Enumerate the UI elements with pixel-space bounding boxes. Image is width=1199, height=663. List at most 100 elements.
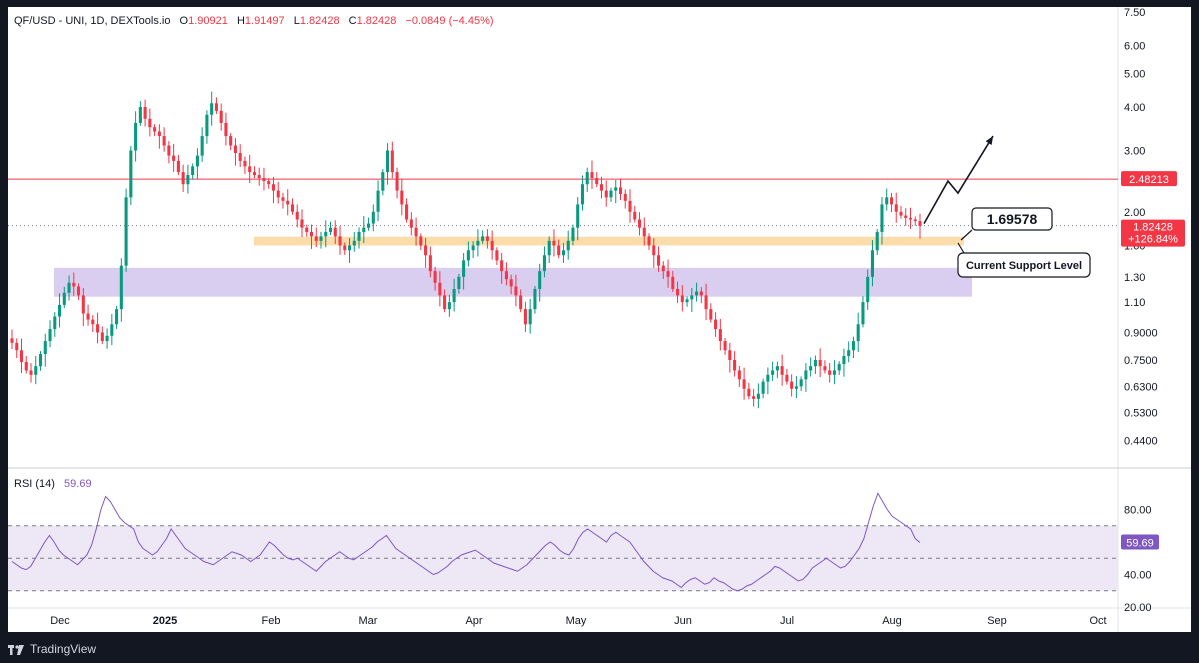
candle-body (528, 309, 532, 325)
candle-body (153, 127, 157, 132)
tradingview-footer[interactable]: TradingView (8, 639, 96, 659)
candle-body (338, 236, 342, 246)
candle-body (761, 381, 765, 394)
rsi-tick-label: 20.00 (1124, 602, 1152, 614)
candle-body (495, 250, 499, 261)
candle-body (157, 131, 161, 137)
time-tick-label: Aug (882, 615, 902, 627)
candle-body (766, 374, 770, 382)
candle-body (837, 364, 841, 371)
candle-body (637, 219, 642, 228)
candle-body (466, 250, 470, 261)
candle-body (300, 219, 304, 228)
candle-body (685, 299, 689, 303)
candle-body (386, 150, 390, 173)
price-tick-label: 0.6300 (1124, 381, 1158, 393)
candle-body (48, 329, 52, 342)
chart-panel: 1.69578 Current Support Level 7.50 6.00 5.… (8, 7, 1191, 632)
candle-body (704, 295, 708, 310)
candle-body (913, 219, 917, 222)
time-axis[interactable]: Dec 2025 Feb Mar Apr May Jun Jul Aug Sep Oct (50, 615, 1106, 627)
candle-body (680, 295, 684, 303)
time-tick-label: Sep (987, 615, 1007, 627)
candle-body (618, 187, 623, 194)
price-axis[interactable]: 7.506.005.004.003.002.001.601.301.100.90… (1124, 7, 1158, 448)
support-value-callout[interactable]: 1.69578 (960, 207, 1053, 241)
candle-body (509, 279, 513, 287)
candle-body (143, 107, 147, 119)
candle-body (552, 240, 556, 246)
candle-body (129, 150, 133, 198)
candle-body (43, 341, 47, 355)
candle-body (733, 359, 737, 371)
candle-body (542, 255, 546, 272)
candle-body (547, 240, 551, 256)
change-value: −0.0849 (−4.45%) (405, 15, 493, 27)
candle-body (309, 231, 314, 237)
time-tick-label: Feb (262, 615, 281, 627)
candle-body (656, 255, 661, 266)
candle-body (172, 155, 176, 161)
candle-body (709, 309, 713, 320)
candle-body (538, 271, 542, 289)
candle-body (276, 190, 280, 198)
candle-body (666, 271, 670, 277)
resistance-badge-label: 2.48213 (1129, 174, 1169, 186)
candle-body (167, 145, 171, 156)
candle-body (457, 276, 461, 289)
candle-body (219, 110, 223, 123)
candle-body (780, 366, 784, 375)
candle-body (24, 362, 28, 371)
rsi-axis[interactable]: 80.00 40.00 20.00 (1124, 505, 1152, 615)
candle-body (115, 309, 119, 325)
candle-body (633, 211, 637, 220)
candle-body (842, 356, 846, 365)
chart-svg[interactable]: 1.69578 Current Support Level 7.50 6.00 5.… (8, 7, 1191, 632)
last-price-label: 1.82428 (1133, 222, 1173, 234)
rsi-value-label: 59.69 (1126, 538, 1154, 550)
candle-body (162, 136, 166, 146)
candle-body (15, 342, 19, 351)
candle-body (29, 370, 33, 375)
candle-body (752, 396, 756, 399)
candle-body (799, 379, 803, 387)
candle-body (476, 240, 480, 246)
candle-body (604, 190, 608, 198)
candle-body (614, 187, 618, 191)
projection-arrow[interactable] (923, 135, 994, 225)
candlestick-series (10, 91, 922, 409)
chart-legend[interactable]: QF/USD - UNI, 1D, DEXTools.io O1.90921 H… (14, 15, 494, 27)
candle-body (832, 370, 836, 375)
candle-body (804, 370, 808, 380)
candle-body (176, 160, 180, 173)
time-tick-label: May (566, 615, 587, 627)
candle-body (77, 286, 81, 296)
rsi-legend[interactable]: RSI (14) 59.69 (14, 478, 92, 490)
candle-body (813, 359, 817, 367)
candle-body (533, 288, 537, 310)
candle-body (238, 153, 242, 161)
candle-body (400, 190, 404, 205)
candle-body (124, 197, 128, 266)
candle-body (828, 370, 832, 375)
symbol-label: QF/USD - UNI, 1D, DEXTools.io (14, 15, 170, 27)
candle-body (628, 200, 632, 212)
high-value: 1.91497 (245, 15, 285, 27)
candle-body (737, 370, 741, 380)
candle-body (452, 288, 456, 303)
candle-body (771, 370, 775, 375)
candle-body (424, 245, 428, 256)
time-tick-label: Oct (1089, 615, 1106, 627)
support-text-callout[interactable]: Current Support Level (957, 242, 1091, 278)
candle-body (224, 122, 228, 137)
candle-body (186, 175, 190, 185)
candle-body (100, 332, 104, 342)
candle-body (856, 324, 860, 342)
candle-body (428, 255, 432, 272)
candle-body (718, 329, 722, 342)
candle-body (53, 316, 57, 330)
time-tick-label: Mar (359, 615, 378, 627)
price-tick-label: 6.00 (1124, 41, 1145, 53)
candle-body (281, 197, 285, 201)
